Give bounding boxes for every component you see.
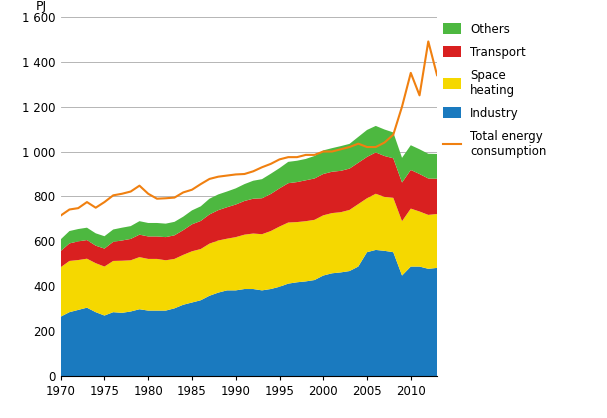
Text: PJ: PJ [36, 0, 47, 13]
Legend: Others, Transport, Space
heating, Industry, Total energy
consumption: Others, Transport, Space heating, Indust… [443, 23, 546, 158]
